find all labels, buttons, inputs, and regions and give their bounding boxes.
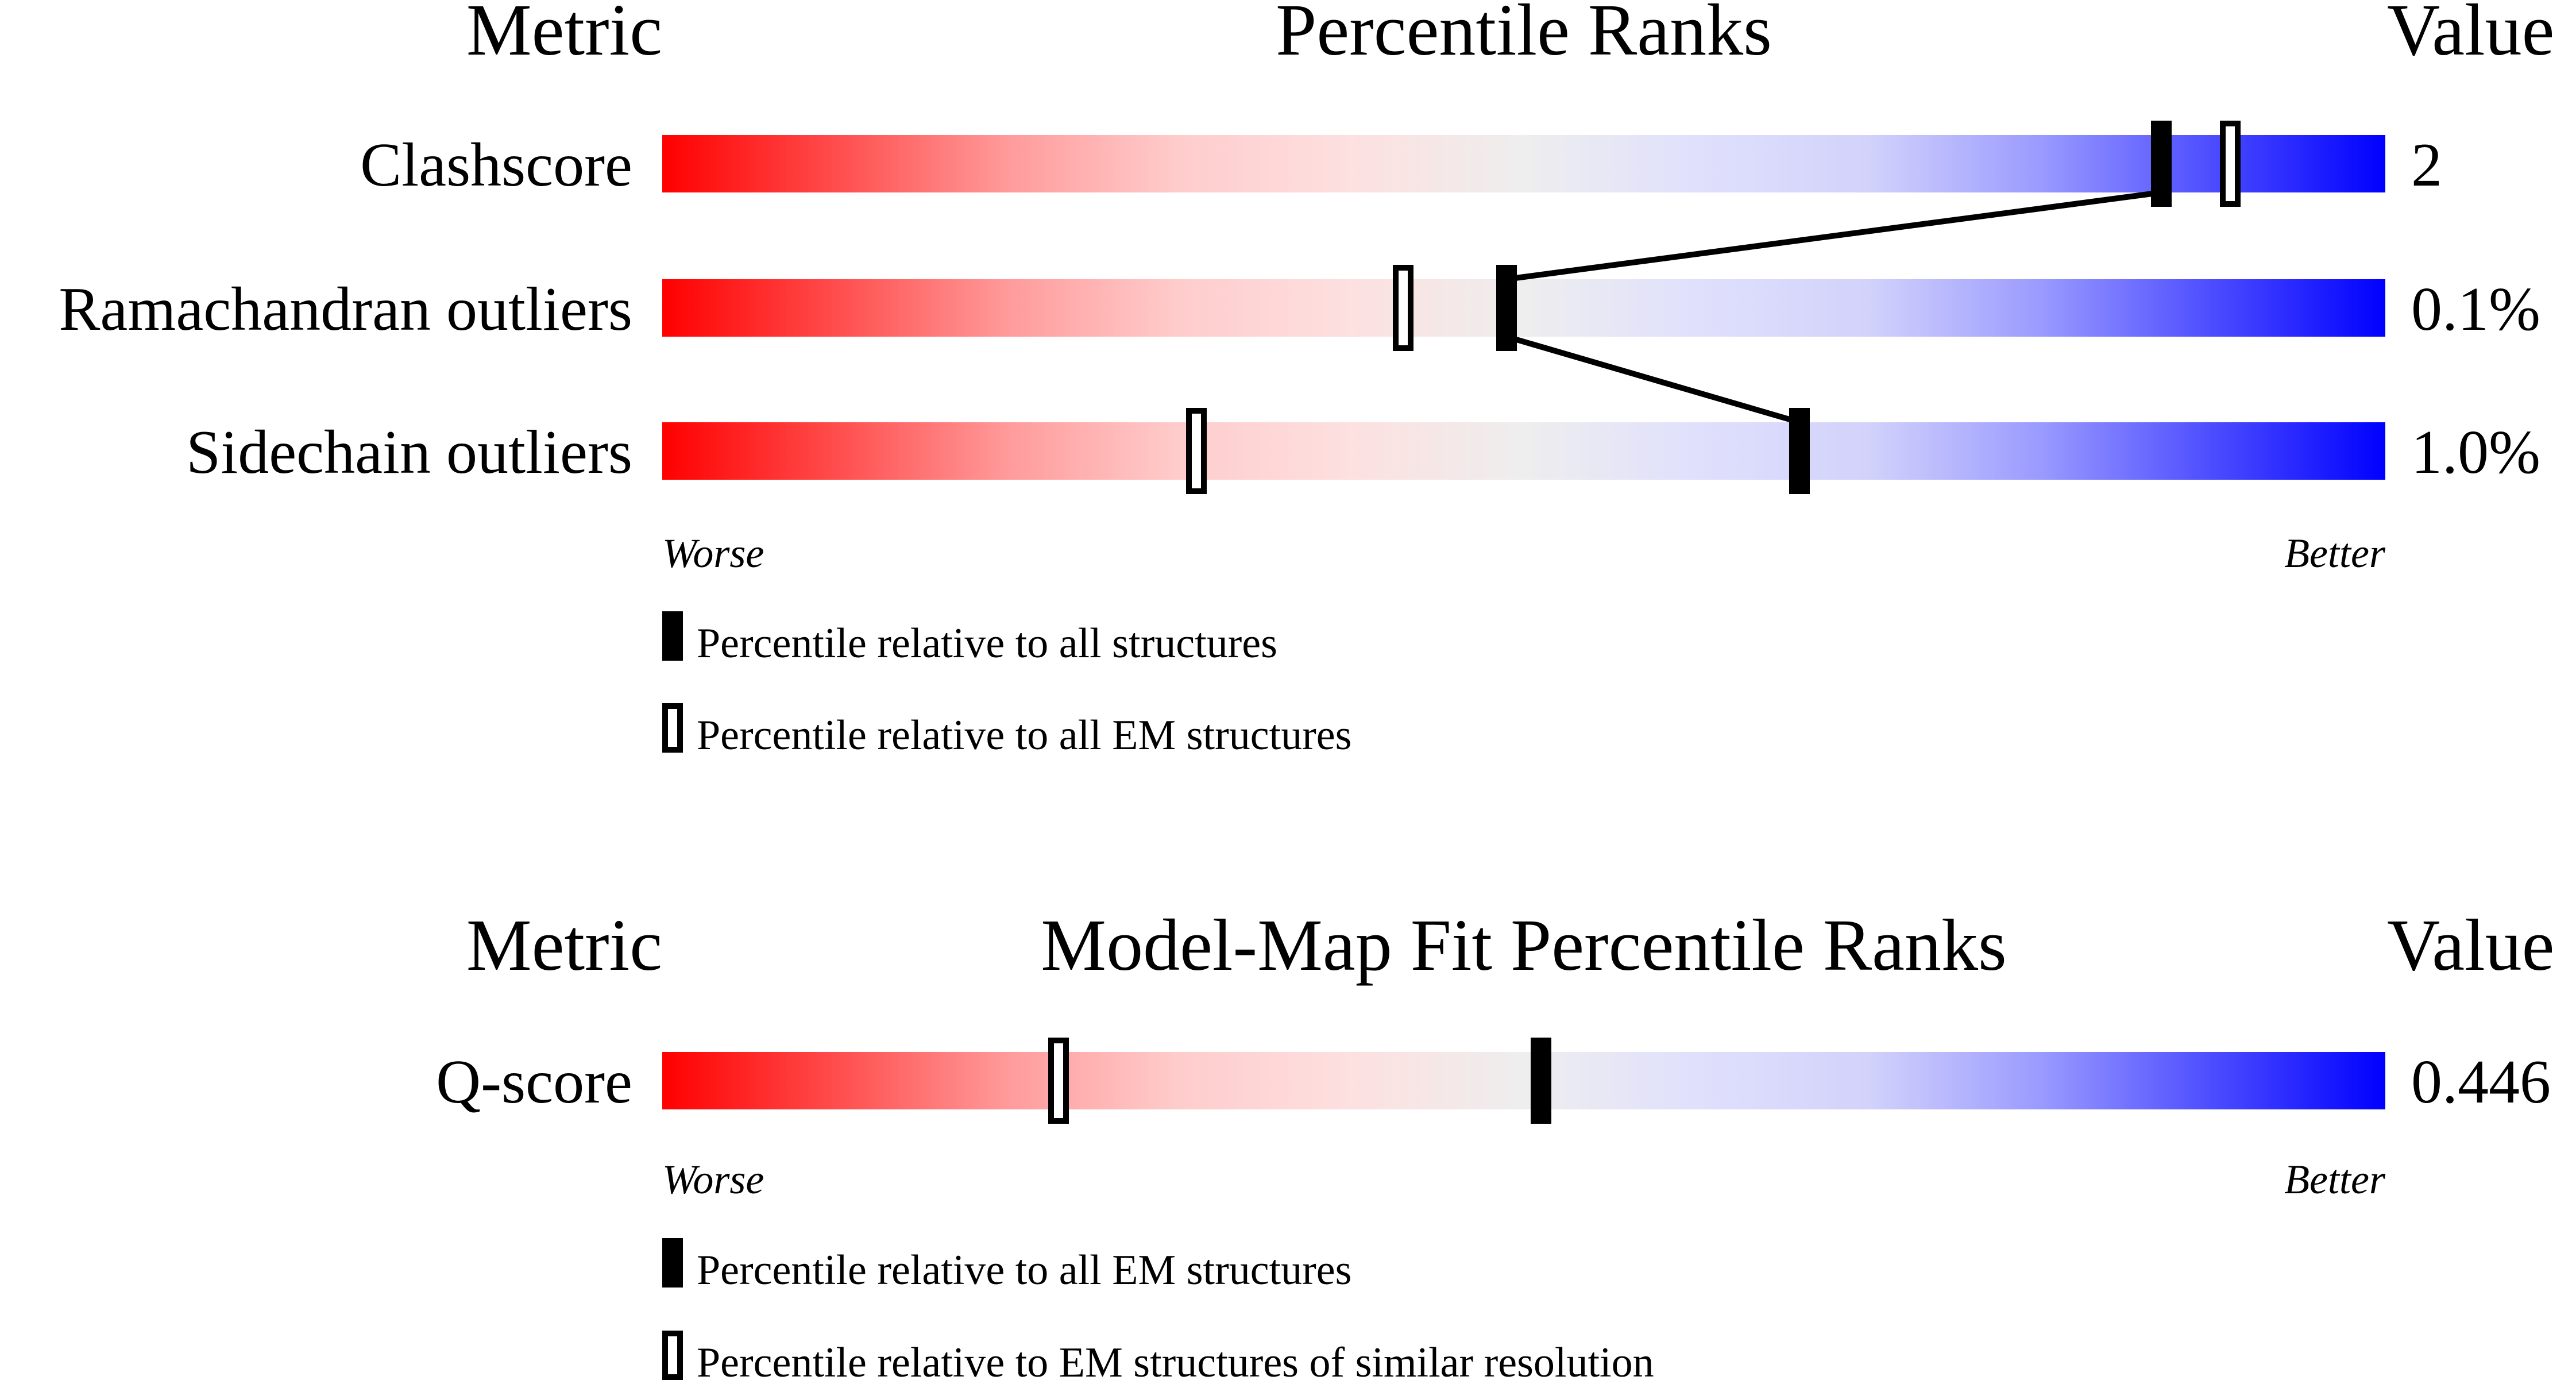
metric-header: Metric: [466, 0, 662, 71]
chart-title: Percentile Ranks: [1276, 0, 1772, 71]
legend-filled-label: Percentile relative to all EM structures: [697, 1247, 1351, 1294]
percentile-bar: [662, 1052, 2385, 1109]
legend-open-marker: [662, 703, 683, 753]
connector-line: [1506, 190, 2162, 282]
metric-value: 0.1%: [2411, 275, 2540, 344]
open-percentile-marker: [2220, 121, 2241, 207]
legend-open-label: Percentile relative to all EM structures: [697, 712, 1351, 759]
metric-row: Q-score 0.446: [436, 1038, 2551, 1124]
legend-open-marker: [662, 1331, 683, 1380]
legend-item-open: Percentile relative to all EM structures: [662, 703, 1351, 759]
better-label: Better: [2284, 530, 2386, 576]
metric-value: 1.0%: [2411, 418, 2540, 487]
metric-value: 0.446: [2411, 1048, 2551, 1116]
legend-item-open: Percentile relative to EM structures of …: [662, 1331, 1654, 1380]
chart-panel-0: Metric Percentile Ranks Value Clashscore 2 Ra…: [59, 0, 2554, 759]
metric-label: Clashscore: [360, 131, 632, 199]
value-header: Value: [2387, 0, 2554, 71]
percentile-bar: [662, 422, 2385, 480]
metric-row: Ramachandran outliers 0.1%: [59, 265, 2540, 351]
chart-panel-1: Metric Model-Map Fit Percentile Ranks Valu…: [436, 904, 2554, 1380]
open-percentile-marker: [1048, 1038, 1069, 1124]
metric-label: Q-score: [436, 1048, 632, 1116]
worse-label: Worse: [662, 530, 764, 576]
legend-filled-marker: [662, 611, 683, 661]
legend-item-filled: Percentile relative to all structures: [662, 611, 1277, 667]
metric-row: Clashscore 2: [360, 121, 2442, 207]
legend-filled-label: Percentile relative to all structures: [697, 620, 1277, 667]
metric-label: Ramachandran outliers: [59, 275, 632, 344]
legend-open-label: Percentile relative to EM structures of …: [697, 1339, 1654, 1380]
legend-item-filled: Percentile relative to all EM structures: [662, 1238, 1351, 1294]
filled-percentile-marker: [1531, 1038, 1551, 1124]
worse-label: Worse: [662, 1157, 764, 1202]
chart-title: Model-Map Fit Percentile Ranks: [1041, 904, 2007, 986]
metric-value: 2: [2411, 131, 2442, 199]
metric-header: Metric: [466, 904, 662, 986]
better-label: Better: [2284, 1157, 2386, 1202]
legend-filled-marker: [662, 1238, 683, 1288]
metric-row: Sidechain outliers 1.0%: [186, 408, 2540, 494]
open-percentile-marker: [1393, 265, 1413, 351]
connector-line: [1505, 334, 1801, 425]
value-header: Value: [2387, 904, 2554, 986]
metric-label: Sidechain outliers: [186, 418, 632, 487]
open-percentile-marker: [1186, 408, 1207, 494]
percentile-bar: [662, 135, 2385, 192]
percentile-bar: [662, 279, 2385, 337]
